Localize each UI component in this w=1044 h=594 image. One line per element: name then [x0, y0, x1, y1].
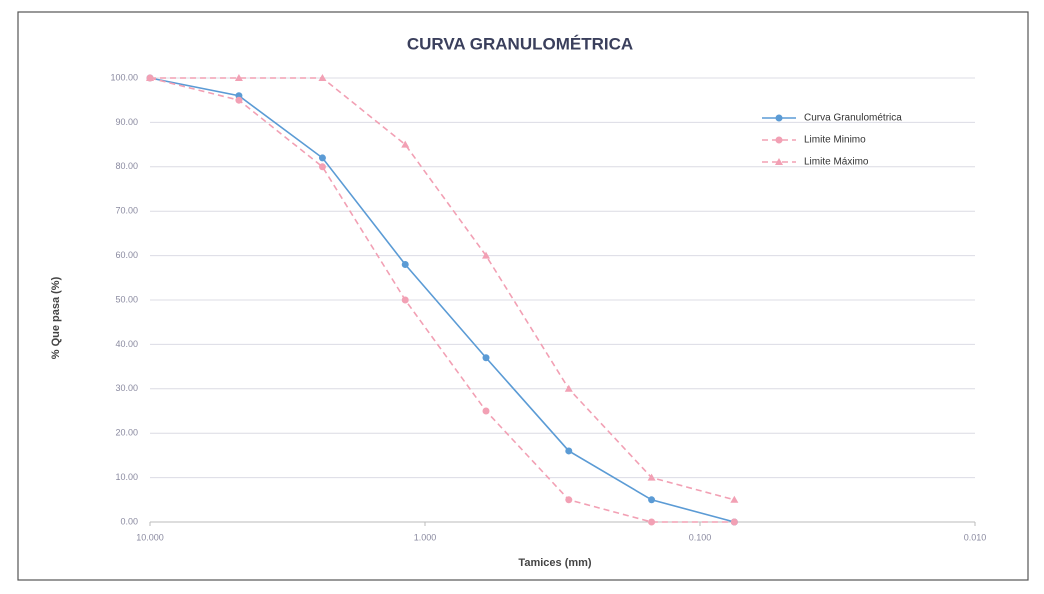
series-point — [565, 447, 573, 455]
legend-marker — [775, 136, 783, 144]
y-tick-label: 20.00 — [115, 428, 138, 438]
series-point — [647, 473, 656, 481]
series-point — [318, 163, 326, 171]
y-tick-label: 10.00 — [115, 472, 138, 482]
series-point — [482, 407, 490, 415]
series-point — [401, 260, 409, 268]
series-point — [401, 140, 410, 148]
series-point — [730, 518, 738, 526]
legend-label: Limite Minimo — [804, 135, 866, 146]
y-tick-label: 40.00 — [115, 339, 138, 349]
series-point — [565, 496, 573, 504]
chart-title: CURVA GRANULOMÉTRICA — [407, 34, 633, 53]
legend-marker — [775, 114, 783, 122]
series-line — [149, 77, 735, 523]
series-point — [482, 354, 490, 362]
y-tick-label: 50.00 — [115, 294, 138, 304]
y-tick-label: 80.00 — [115, 161, 138, 171]
legend-label: Curva Granulométrica — [804, 113, 902, 124]
y-tick-label: 70.00 — [115, 206, 138, 216]
x-tick-label: 0.100 — [689, 532, 712, 542]
series-point — [234, 74, 243, 81]
series-point — [318, 154, 326, 162]
y-tick-label: 30.00 — [115, 383, 138, 393]
series-point — [564, 384, 573, 392]
series-point — [648, 496, 656, 504]
series-point — [730, 495, 739, 503]
y-tick-label: 60.00 — [115, 250, 138, 260]
series-point — [401, 296, 409, 304]
chart-frame — [17, 11, 1029, 581]
series-line — [149, 77, 735, 523]
legend-marker — [775, 158, 783, 165]
x-tick-label: 1.000 — [414, 532, 437, 542]
x-axis-label: Tamices (mm) — [518, 557, 591, 569]
series-point — [146, 74, 154, 81]
series-line — [150, 77, 735, 501]
series-point — [648, 518, 656, 526]
y-tick-label: 90.00 — [115, 117, 138, 127]
y-axis-label: % Que pasa (%) — [50, 276, 62, 359]
series-point — [482, 251, 491, 259]
series-point — [235, 96, 243, 104]
y-tick-label: 0.00 — [120, 516, 138, 526]
series-point — [318, 74, 327, 81]
y-tick-label: 100.00 — [110, 72, 138, 82]
x-tick-label: 10.000 — [136, 532, 164, 542]
x-tick-label: 0.010 — [964, 532, 987, 542]
legend-label: Limite Máximo — [804, 157, 869, 168]
